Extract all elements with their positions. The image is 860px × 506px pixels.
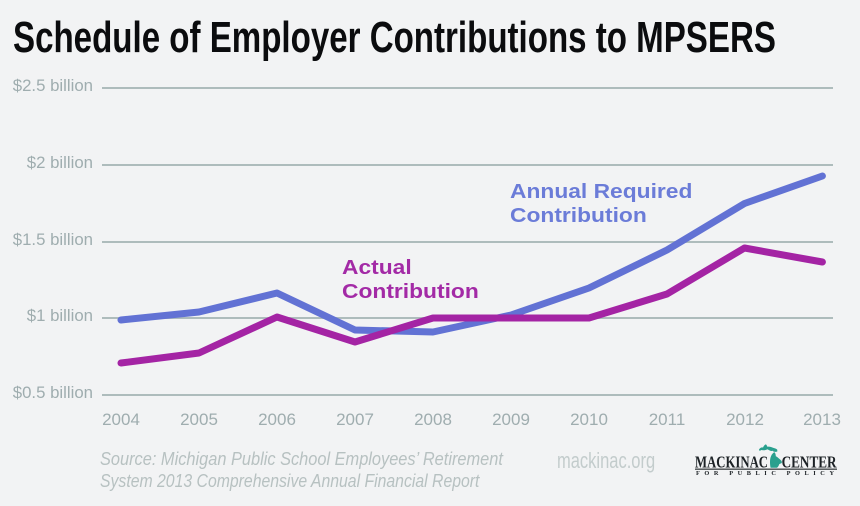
svg-text:FOR PUBLIC POLICY: FOR PUBLIC POLICY [696, 470, 834, 477]
svg-text:CENTER: CENTER [782, 452, 838, 471]
svg-text:MACKINAC: MACKINAC [695, 452, 768, 471]
